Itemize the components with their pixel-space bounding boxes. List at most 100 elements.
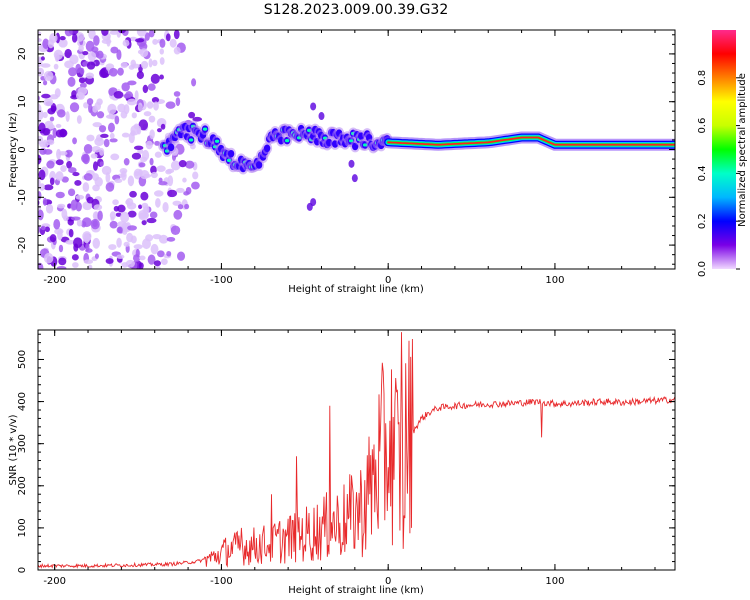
noise-blob — [109, 220, 118, 229]
noise-blob — [173, 91, 181, 97]
noise-blob — [113, 205, 120, 212]
noise-blob — [88, 103, 93, 114]
noise-blob — [140, 60, 149, 69]
noise-blob — [127, 210, 137, 218]
noise-blob — [38, 169, 46, 181]
noise-blob — [49, 116, 55, 122]
noise-blob — [108, 244, 117, 250]
noise-blob — [83, 173, 93, 181]
noise-blob — [92, 211, 100, 221]
noise-blob — [136, 30, 147, 37]
noise-blob — [28, 232, 37, 241]
noise-blob — [117, 221, 127, 228]
spectrogram-marks — [26, 30, 675, 269]
noise-blob — [88, 30, 96, 40]
noise-blob — [142, 207, 148, 214]
spectrogram-ytick-label: -10 — [17, 189, 28, 205]
noise-blob — [43, 184, 54, 191]
noise-blob — [64, 30, 73, 37]
noise-blob — [165, 33, 171, 42]
noise-blob — [43, 98, 54, 107]
ridge-core — [167, 143, 175, 152]
noise-blob — [78, 44, 84, 52]
spectrogram-ytick-label: -20 — [17, 237, 28, 253]
noise-blob — [141, 219, 147, 226]
noise-blob — [101, 30, 109, 37]
snr-xtick-label: -200 — [43, 576, 66, 587]
noise-blob — [65, 111, 70, 122]
noise-blob — [38, 37, 42, 43]
noise-blob — [140, 191, 149, 201]
noise-blob — [83, 259, 94, 265]
noise-blob — [115, 212, 122, 217]
spectrogram-ytick-label: 10 — [17, 95, 28, 108]
colorbar-tick-label: 0.4 — [697, 165, 708, 181]
noise-blob — [83, 102, 89, 109]
noise-blob — [130, 235, 137, 244]
noise-blob — [158, 181, 168, 186]
noise-blob — [73, 237, 83, 249]
noise-blob — [148, 115, 156, 123]
noise-blob — [165, 169, 172, 175]
noise-blob — [50, 105, 57, 112]
noise-blob — [56, 109, 66, 118]
noise-blob — [131, 152, 142, 160]
noise-blob — [144, 32, 150, 41]
noise-blob — [107, 122, 115, 133]
noise-blob — [173, 209, 183, 220]
noise-blob — [100, 133, 109, 138]
ridge-core — [263, 144, 271, 153]
noise-blob — [155, 197, 161, 208]
feature-blob — [310, 198, 317, 207]
noise-blob — [49, 234, 57, 243]
spectrogram-xtick-label: -200 — [43, 275, 66, 286]
colorbar-tick-label: 0.0 — [697, 261, 708, 277]
noise-blob — [70, 216, 81, 221]
noise-blob — [82, 51, 89, 56]
feature-blob — [348, 159, 355, 168]
noise-blob — [93, 204, 103, 211]
noise-blob — [141, 202, 149, 209]
noise-blob — [150, 243, 159, 255]
noise-blob — [157, 250, 165, 258]
noise-blob — [58, 257, 67, 266]
noise-blob — [118, 30, 126, 34]
noise-blob — [40, 63, 51, 68]
noise-blob — [68, 67, 77, 77]
noise-blob — [41, 93, 51, 99]
snr-xlabel: Height of straight line (km) — [288, 585, 424, 596]
noise-blob — [192, 171, 199, 180]
noise-blob — [70, 199, 78, 211]
snr-ticks: -200 -100 0 100 0 100 200 300 400 500 — [17, 330, 675, 587]
noise-blob — [28, 109, 32, 114]
snr-background — [38, 330, 675, 570]
noise-blob — [182, 177, 187, 183]
noise-blob — [53, 49, 63, 60]
noise-blob — [175, 97, 181, 107]
noise-blob — [148, 30, 155, 38]
noise-blob — [139, 48, 149, 58]
noise-blob — [53, 63, 59, 70]
snr-frame — [37, 329, 676, 571]
noise-blob — [29, 83, 33, 91]
colorbar-tick-label: 0.2 — [697, 213, 708, 229]
noise-blob — [94, 253, 99, 259]
noise-blob — [72, 137, 77, 145]
noise-blob — [92, 122, 102, 128]
noise-blob — [120, 211, 130, 223]
noise-blob — [30, 194, 36, 203]
noise-blob — [55, 129, 64, 138]
snr-ytick-label: 300 — [17, 434, 28, 453]
noise-blob — [38, 34, 39, 38]
noise-blob — [114, 115, 120, 125]
noise-blob — [67, 218, 74, 226]
noise-blob — [153, 260, 161, 267]
noise-blob — [166, 250, 172, 257]
noise-blob — [49, 94, 59, 100]
noise-blob — [153, 190, 164, 197]
noise-blob — [105, 182, 115, 192]
noise-blob — [58, 244, 64, 253]
noise-blob — [26, 212, 35, 216]
noise-blob — [140, 170, 150, 180]
colorbar-ticks: 0.0 0.2 0.4 0.6 0.8 — [697, 70, 740, 277]
